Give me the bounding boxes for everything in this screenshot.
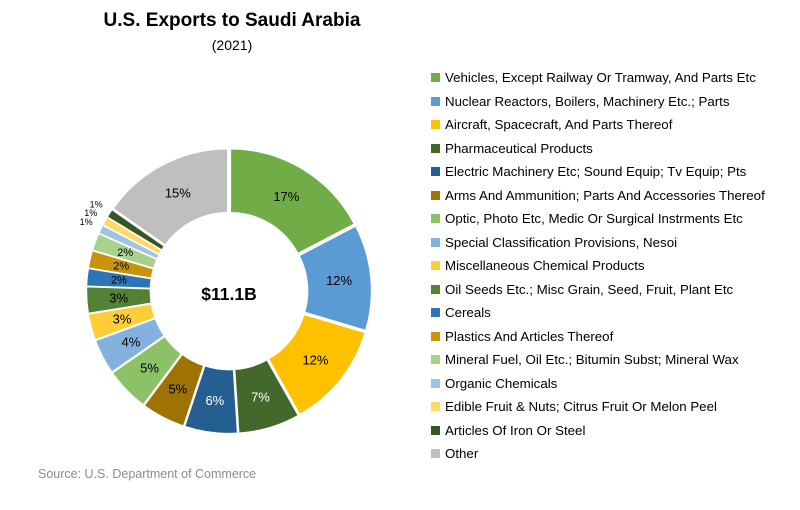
legend-item: Electric Machinery Etc; Sound Equip; Tv … bbox=[431, 160, 765, 184]
legend-item: Special Classification Provisions, Nesoi bbox=[431, 231, 765, 255]
legend-swatch bbox=[431, 425, 440, 435]
slice-data-label: 1% bbox=[84, 208, 97, 218]
legend-item: Pharmaceutical Products bbox=[431, 137, 765, 161]
legend-label: Oil Seeds Etc.; Misc Grain, Seed, Fruit,… bbox=[445, 281, 734, 297]
legend-item: Vehicles, Except Railway Or Tramway, And… bbox=[431, 66, 765, 90]
slice-data-label: 17% bbox=[273, 189, 299, 204]
legend-item: Optic, Photo Etc, Medic Or Surgical Inst… bbox=[431, 207, 765, 231]
legend-swatch bbox=[431, 237, 440, 247]
legend-label: Other bbox=[445, 446, 479, 462]
legend-item: Aircraft, Spacecraft, And Parts Thereof bbox=[431, 113, 765, 137]
center-total-label: $11.1B bbox=[201, 284, 256, 304]
donut-slice bbox=[143, 353, 205, 428]
donut-slice bbox=[233, 358, 300, 435]
legend-item: Arms And Ammunition; Parts And Accessori… bbox=[431, 184, 765, 208]
slice-data-label: 1% bbox=[80, 217, 93, 227]
legend-swatch bbox=[431, 284, 440, 294]
legend-label: Edible Fruit & Nuts; Citrus Fruit Or Mel… bbox=[445, 399, 717, 415]
legend-label: Plastics And Articles Thereof bbox=[445, 328, 614, 344]
donut-slice bbox=[111, 147, 229, 247]
legend-label: Electric Machinery Etc; Sound Equip; Tv … bbox=[445, 164, 747, 180]
slice-data-label: 6% bbox=[205, 393, 224, 408]
legend-item: Edible Fruit & Nuts; Citrus Fruit Or Mel… bbox=[431, 395, 765, 419]
legend-label: Arms And Ammunition; Parts And Accessori… bbox=[445, 187, 765, 203]
legend-swatch bbox=[431, 261, 440, 271]
legend-label: Aircraft, Spacecraft, And Parts Thereof bbox=[445, 117, 673, 133]
legend-item: Miscellaneous Chemical Products bbox=[431, 254, 765, 278]
legend-item: Mineral Fuel, Oil Etc.; Bitumin Subst; M… bbox=[431, 348, 765, 372]
donut-slice bbox=[229, 148, 356, 255]
legend-swatch bbox=[431, 331, 440, 341]
slice-data-label: 2% bbox=[117, 247, 133, 259]
slice-data-label: 2% bbox=[113, 260, 129, 272]
slice-data-label: 12% bbox=[302, 352, 328, 367]
legend-label: Vehicles, Except Railway Or Tramway, And… bbox=[445, 70, 756, 86]
slice-data-label: 4% bbox=[122, 335, 141, 350]
slice-data-label: 3% bbox=[109, 291, 128, 306]
legend-label: Articles Of Iron Or Steel bbox=[445, 422, 586, 438]
chart-title: U.S. Exports to Saudi Arabia bbox=[103, 10, 361, 31]
donut-labels: 17%12%12%7%6%5%5%4%3%3%2%2%2%1%1%1%15% bbox=[80, 185, 353, 408]
legend-swatch bbox=[431, 308, 440, 318]
legend-label: Nuclear Reactors, Boilers, Machinery Etc… bbox=[445, 93, 730, 109]
legend-swatch bbox=[431, 73, 440, 83]
slice-data-label: 15% bbox=[165, 185, 191, 200]
legend-swatch bbox=[431, 378, 440, 388]
donut-slice bbox=[297, 224, 373, 332]
donut-slice bbox=[106, 208, 166, 252]
donut-slice bbox=[183, 364, 239, 435]
slice-data-label: 5% bbox=[168, 382, 187, 397]
chart-legend: Vehicles, Except Railway Or Tramway, And… bbox=[431, 66, 765, 466]
legend-swatch bbox=[431, 355, 440, 365]
legend-swatch bbox=[431, 402, 440, 412]
slice-data-label: 2% bbox=[111, 274, 127, 286]
legend-item: Articles Of Iron Or Steel bbox=[431, 419, 765, 443]
slice-data-label: 7% bbox=[251, 390, 270, 405]
legend-label: Organic Chemicals bbox=[445, 375, 558, 391]
legend-swatch bbox=[431, 120, 440, 130]
donut-slices bbox=[85, 147, 373, 435]
legend-swatch bbox=[431, 143, 440, 153]
legend-item: Cereals bbox=[431, 301, 765, 325]
legend-label: Optic, Photo Etc, Medic Or Surgical Inst… bbox=[445, 211, 743, 227]
slice-data-label: 1% bbox=[90, 199, 103, 209]
legend-swatch bbox=[431, 167, 440, 177]
source-note: Source: U.S. Department of Commerce bbox=[38, 467, 257, 481]
legend-item: Organic Chemicals bbox=[431, 372, 765, 396]
donut-slice bbox=[267, 313, 367, 416]
legend-label: Mineral Fuel, Oil Etc.; Bitumin Subst; M… bbox=[445, 352, 739, 368]
slice-data-label: 5% bbox=[140, 360, 159, 375]
legend-label: Special Classification Provisions, Nesoi bbox=[445, 234, 678, 250]
legend-swatch bbox=[431, 214, 440, 224]
legend-label: Cereals bbox=[445, 305, 491, 321]
legend-label: Pharmaceutical Products bbox=[445, 140, 593, 156]
legend-item: Oil Seeds Etc.; Misc Grain, Seed, Fruit,… bbox=[431, 278, 765, 302]
legend-swatch bbox=[431, 96, 440, 106]
legend-item: Nuclear Reactors, Boilers, Machinery Etc… bbox=[431, 90, 765, 114]
slice-data-label: 3% bbox=[113, 312, 132, 327]
legend-swatch bbox=[431, 190, 440, 200]
legend-item: Other bbox=[431, 442, 765, 466]
legend-label: Miscellaneous Chemical Products bbox=[445, 258, 645, 274]
legend-swatch bbox=[431, 449, 440, 459]
legend-item: Plastics And Articles Thereof bbox=[431, 325, 765, 349]
chart-subtitle: (2021) bbox=[211, 37, 253, 53]
slice-data-label: 12% bbox=[326, 273, 352, 288]
